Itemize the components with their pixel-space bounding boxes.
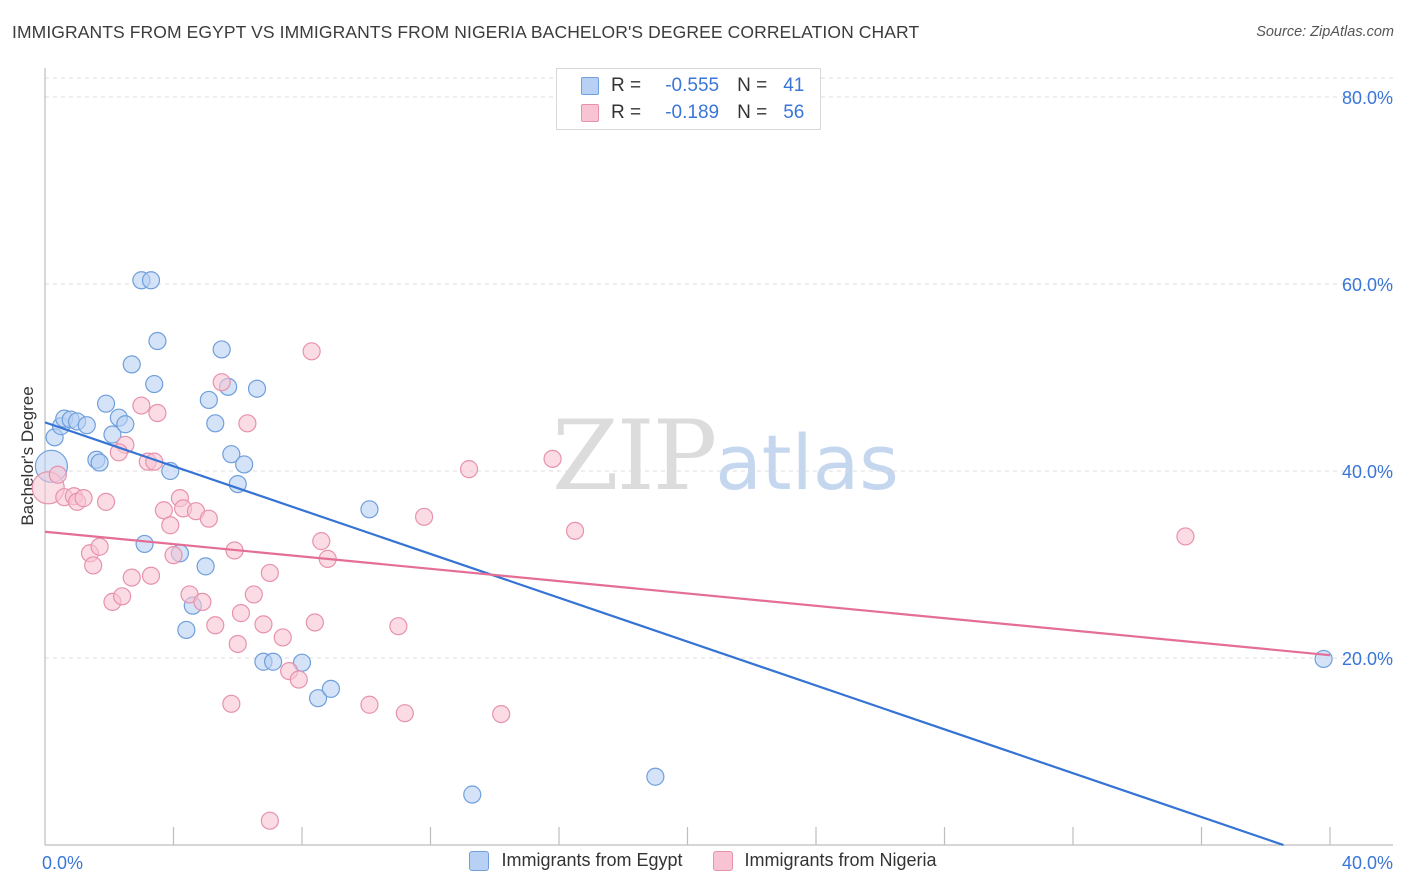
stats-row-nigeria: R = -0.189 N = 56 [557,100,804,126]
legend-item-nigeria[interactable]: Immigrants from Nigeria [712,850,937,871]
stats-legend: R = -0.555 N = 41 R = -0.189 N = 56 [556,68,821,130]
egypt-legend-swatch [469,850,490,871]
nigeria-point [148,403,167,423]
y-tick-label: 40.0% [1342,462,1393,482]
nigeria-point [395,704,414,723]
nigeria-point [141,566,161,585]
nigeria-point [212,373,231,392]
nigeria-point [312,532,331,551]
legend-item-egypt[interactable]: Immigrants from Egypt [469,850,683,871]
watermark: ZIPatlas [552,400,899,512]
egypt-point [222,445,241,464]
nigeria-point [154,501,173,520]
nigeria-r-value: -0.189 [665,102,720,123]
nigeria-point [48,465,67,484]
nigeria-point [260,563,279,583]
nigeria-point [199,509,218,528]
nigeria-point [543,449,562,468]
y-tick-label: 80.0% [1342,88,1393,108]
nigeria-point [459,460,479,479]
egypt-r-value: -0.555 [665,75,720,96]
egypt-point [360,500,379,519]
nigeria-point [360,695,379,714]
nigeria-point [112,587,132,606]
nigeria-swatch [581,104,599,122]
nigeria-point [231,604,251,623]
nigeria-n-label: N = [737,102,768,123]
egypt-point [77,416,96,435]
egypt-point [148,331,167,351]
y-axis-label: Bachelor's Degree [18,386,37,525]
nigeria-n-value: 56 [783,102,805,123]
nigeria-point [238,414,257,433]
nigeria-point [122,568,141,587]
egypt-legend-label: Immigrants from Egypt [501,850,683,870]
egypt-point [212,340,231,359]
nigeria-point [96,492,116,511]
nigeria-point [289,670,308,689]
egypt-point [247,379,267,398]
series-legend: Immigrants from Egypt Immigrants from Ni… [0,850,1406,871]
x-tick-label-max: 40.0% [1342,853,1393,873]
nigeria-point [414,507,434,526]
nigeria-point [132,396,151,415]
egypt-point [646,767,665,786]
egypt-point [135,534,154,554]
source-label: Source: ZipAtlas.com [1256,24,1394,40]
egypt-n-value: 41 [783,75,805,96]
nigeria-point [164,546,183,565]
egypt-point [103,425,122,444]
nigeria-legend-label: Immigrants from Nigeria [744,850,937,870]
nigeria-point [389,617,408,636]
nigeria-point [302,342,321,361]
egypt-point [235,455,254,474]
egypt-swatch [581,77,599,95]
egypt-trend-line [44,421,1284,847]
egypt-point [321,679,341,698]
nigeria-trend-line [44,530,1331,657]
egypt-point [177,620,196,640]
y-tick-label: 60.0% [1342,275,1393,295]
egypt-point [141,271,161,290]
nigeria-point [228,634,247,654]
nigeria-point [565,521,585,540]
watermark-zip: ZIP [552,400,717,512]
nigeria-point [273,628,292,647]
egypt-point [196,557,215,576]
egypt-n-label: N = [737,75,768,96]
y-tick-label: 20.0% [1342,649,1393,669]
nigeria-legend-swatch [712,850,733,871]
egypt-point [90,453,109,472]
nigeria-r-label: R = [611,102,642,123]
egypt-point [199,390,218,410]
nigeria-point [161,516,180,535]
nigeria-point [222,694,241,713]
egypt-point [145,374,164,394]
egypt-point [263,652,283,671]
nigeria-point [74,489,93,508]
chart-title: IMMIGRANTS FROM EGYPT VS IMMIGRANTS FROM… [12,22,920,42]
nigeria-point [90,537,109,556]
nigeria-point [244,585,263,604]
egypt-point [308,689,328,708]
x-tick-label-min: 0.0% [42,853,83,873]
nigeria-point [84,556,103,575]
nigeria-point [254,615,273,634]
egypt-point [206,414,225,433]
nigeria-point [193,592,212,612]
egypt-point [116,415,135,434]
egypt-r-label: R = [611,75,642,96]
egypt-point [228,474,247,494]
nigeria-point [492,704,511,724]
nigeria-point [305,613,324,632]
stats-row-egypt: R = -0.555 N = 41 [557,73,804,99]
egypt-point [463,785,482,804]
nigeria-point [260,811,279,830]
nigeria-point [1176,527,1195,546]
egypt-point [96,394,116,413]
nigeria-point [206,616,225,635]
watermark-atlas: atlas [715,418,899,507]
egypt-point [122,355,141,374]
